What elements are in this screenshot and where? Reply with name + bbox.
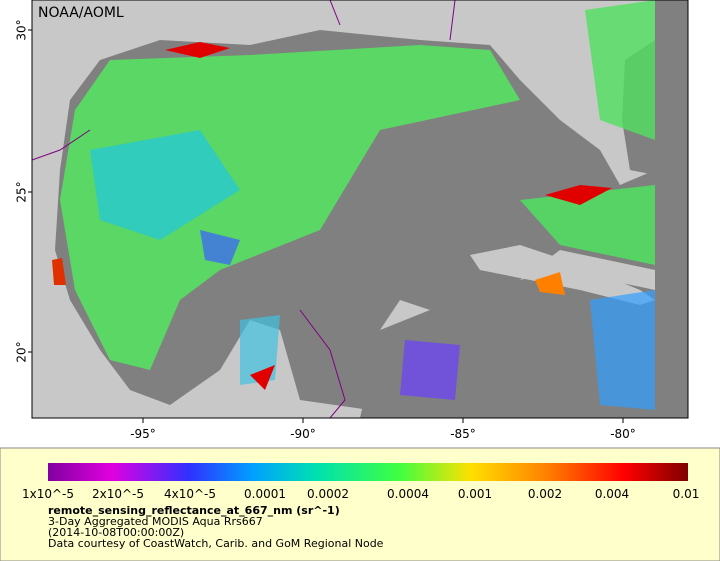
no-data-strip	[655, 0, 688, 418]
colorbar-label: 0.0001	[244, 487, 286, 501]
map-area	[32, 0, 688, 418]
rrs-coverage	[60, 45, 520, 370]
colorbar-label: 0.002	[528, 487, 562, 501]
lon-label: -80°	[610, 427, 636, 441]
info-line: (2014-10-08T00:00:00Z)	[48, 526, 184, 539]
lon-label: -95°	[130, 427, 156, 441]
land-cuba	[470, 245, 655, 305]
lon-label: -90°	[290, 427, 316, 441]
rrs-patch	[90, 130, 240, 240]
variable-name: remote_sensing_reflectance_at_667_nm (sr…	[48, 504, 340, 517]
coastal-high	[250, 365, 275, 390]
border	[32, 129, 91, 161]
rrs-patch	[200, 230, 240, 265]
lat-label: 25°	[15, 181, 29, 202]
colorbar-label: 0.01	[673, 487, 700, 501]
info-line: Data courtesy of CoastWatch, Carib. and …	[48, 537, 384, 550]
coastal-high	[52, 258, 66, 285]
colorbar-label: 0.0002	[307, 487, 349, 501]
colorbar-label: 1x10^-5	[22, 487, 74, 501]
lat-label: 30°	[15, 19, 29, 40]
map-frame	[31, 0, 689, 419]
border	[299, 309, 346, 418]
colorbar-label: 0.001	[458, 487, 492, 501]
rrs-patch	[585, 0, 655, 140]
colorbar-label: 0.004	[595, 487, 629, 501]
border	[329, 0, 341, 26]
coastal-high	[165, 42, 230, 58]
coastal-high	[535, 272, 565, 295]
colorbar-label: 4x10^-5	[164, 487, 216, 501]
rrs-patch	[400, 340, 460, 400]
credit: NOAA/AOML	[38, 5, 124, 21]
coastal-high	[545, 185, 612, 205]
border	[449, 0, 456, 41]
colorbar-label: 2x10^-5	[92, 487, 144, 501]
colorbar	[48, 463, 688, 481]
rrs-patch	[590, 290, 655, 410]
lon-label: -85°	[450, 427, 476, 441]
lat-label: 20°	[15, 341, 29, 362]
info-line: 3-Day Aggregated MODIS Aqua Rrs667	[48, 515, 263, 528]
rrs-patch	[520, 185, 655, 265]
colorbar-label: 0.0004	[387, 487, 429, 501]
